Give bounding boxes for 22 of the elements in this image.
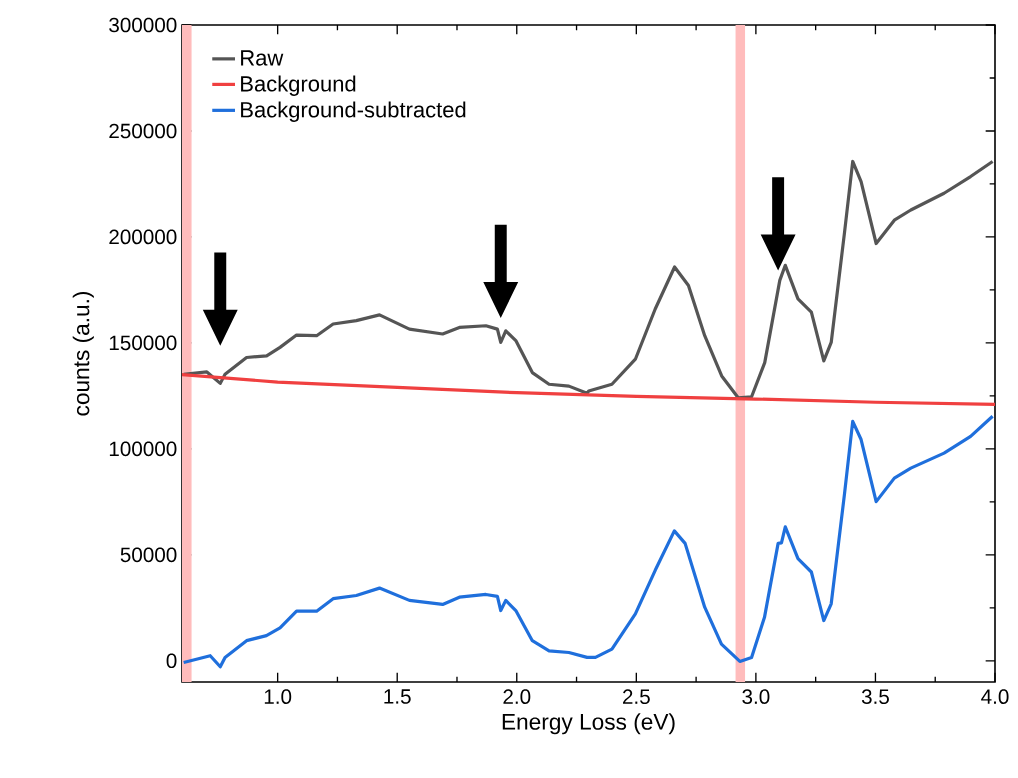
x-tick-label: 4.0 — [981, 689, 1009, 704]
legend-label: Background-subtracted — [241, 101, 466, 122]
y-tick-label: 200000 — [109, 229, 177, 245]
line-series — [182, 414, 995, 669]
y-tick-label: 300000 — [109, 17, 177, 33]
x-tick-label: 2.5 — [623, 689, 650, 704]
y-tick-label: 150000 — [109, 335, 177, 351]
y-axis-title: counts (a.u.) — [72, 291, 94, 416]
line-series — [182, 373, 995, 406]
x-tick-label: 3.5 — [861, 689, 889, 704]
line-series — [182, 159, 995, 400]
x-axis-title: Energy Loss (eV) — [502, 713, 675, 735]
y-tick-label: 0 — [166, 653, 177, 669]
x-tick-label: 3.0 — [742, 689, 770, 704]
y-tick-label: 250000 — [109, 123, 177, 139]
x-tick-label: 2.0 — [503, 689, 531, 704]
y-tick-label: 100000 — [109, 441, 177, 457]
x-tick-label: 1.5 — [384, 689, 411, 704]
y-tick-label: 50000 — [120, 547, 177, 563]
x-tick-label: 1.0 — [264, 689, 292, 704]
legend-label: Background — [241, 75, 356, 96]
legend-label: Raw — [241, 50, 284, 66]
